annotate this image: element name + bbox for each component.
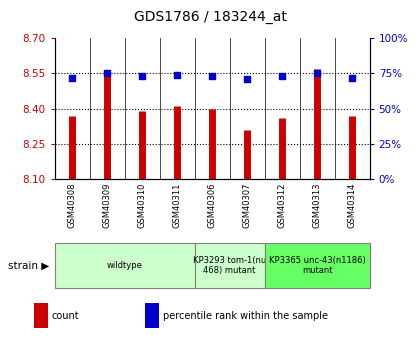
Text: GSM40308: GSM40308: [68, 183, 76, 228]
Point: [209, 73, 215, 79]
Text: GSM40314: GSM40314: [348, 183, 357, 228]
Text: GSM40309: GSM40309: [102, 183, 112, 228]
Text: percentile rank within the sample: percentile rank within the sample: [163, 311, 328, 321]
Text: strain ▶: strain ▶: [8, 261, 50, 270]
Text: count: count: [52, 311, 79, 321]
Text: GSM40306: GSM40306: [207, 183, 217, 228]
Point: [244, 76, 250, 82]
Point: [69, 75, 76, 80]
FancyBboxPatch shape: [55, 243, 194, 288]
Text: KP3293 tom-1(nu
468) mutant: KP3293 tom-1(nu 468) mutant: [193, 256, 266, 275]
Text: GDS1786 / 183244_at: GDS1786 / 183244_at: [134, 10, 286, 24]
FancyBboxPatch shape: [194, 243, 265, 288]
Point: [314, 71, 320, 76]
Point: [279, 73, 286, 79]
Point: [104, 71, 110, 76]
Bar: [34, 303, 47, 328]
Point: [174, 72, 181, 78]
Text: GSM40311: GSM40311: [173, 183, 181, 228]
Text: GSM40310: GSM40310: [138, 183, 147, 228]
Text: GSM40312: GSM40312: [278, 183, 286, 228]
Text: GSM40313: GSM40313: [312, 183, 322, 228]
Text: wildtype: wildtype: [107, 261, 142, 270]
Bar: [145, 303, 159, 328]
Point: [139, 73, 145, 79]
Point: [349, 75, 355, 80]
FancyBboxPatch shape: [265, 243, 370, 288]
Text: KP3365 unc-43(n1186)
mutant: KP3365 unc-43(n1186) mutant: [269, 256, 365, 275]
Text: GSM40307: GSM40307: [243, 183, 252, 228]
